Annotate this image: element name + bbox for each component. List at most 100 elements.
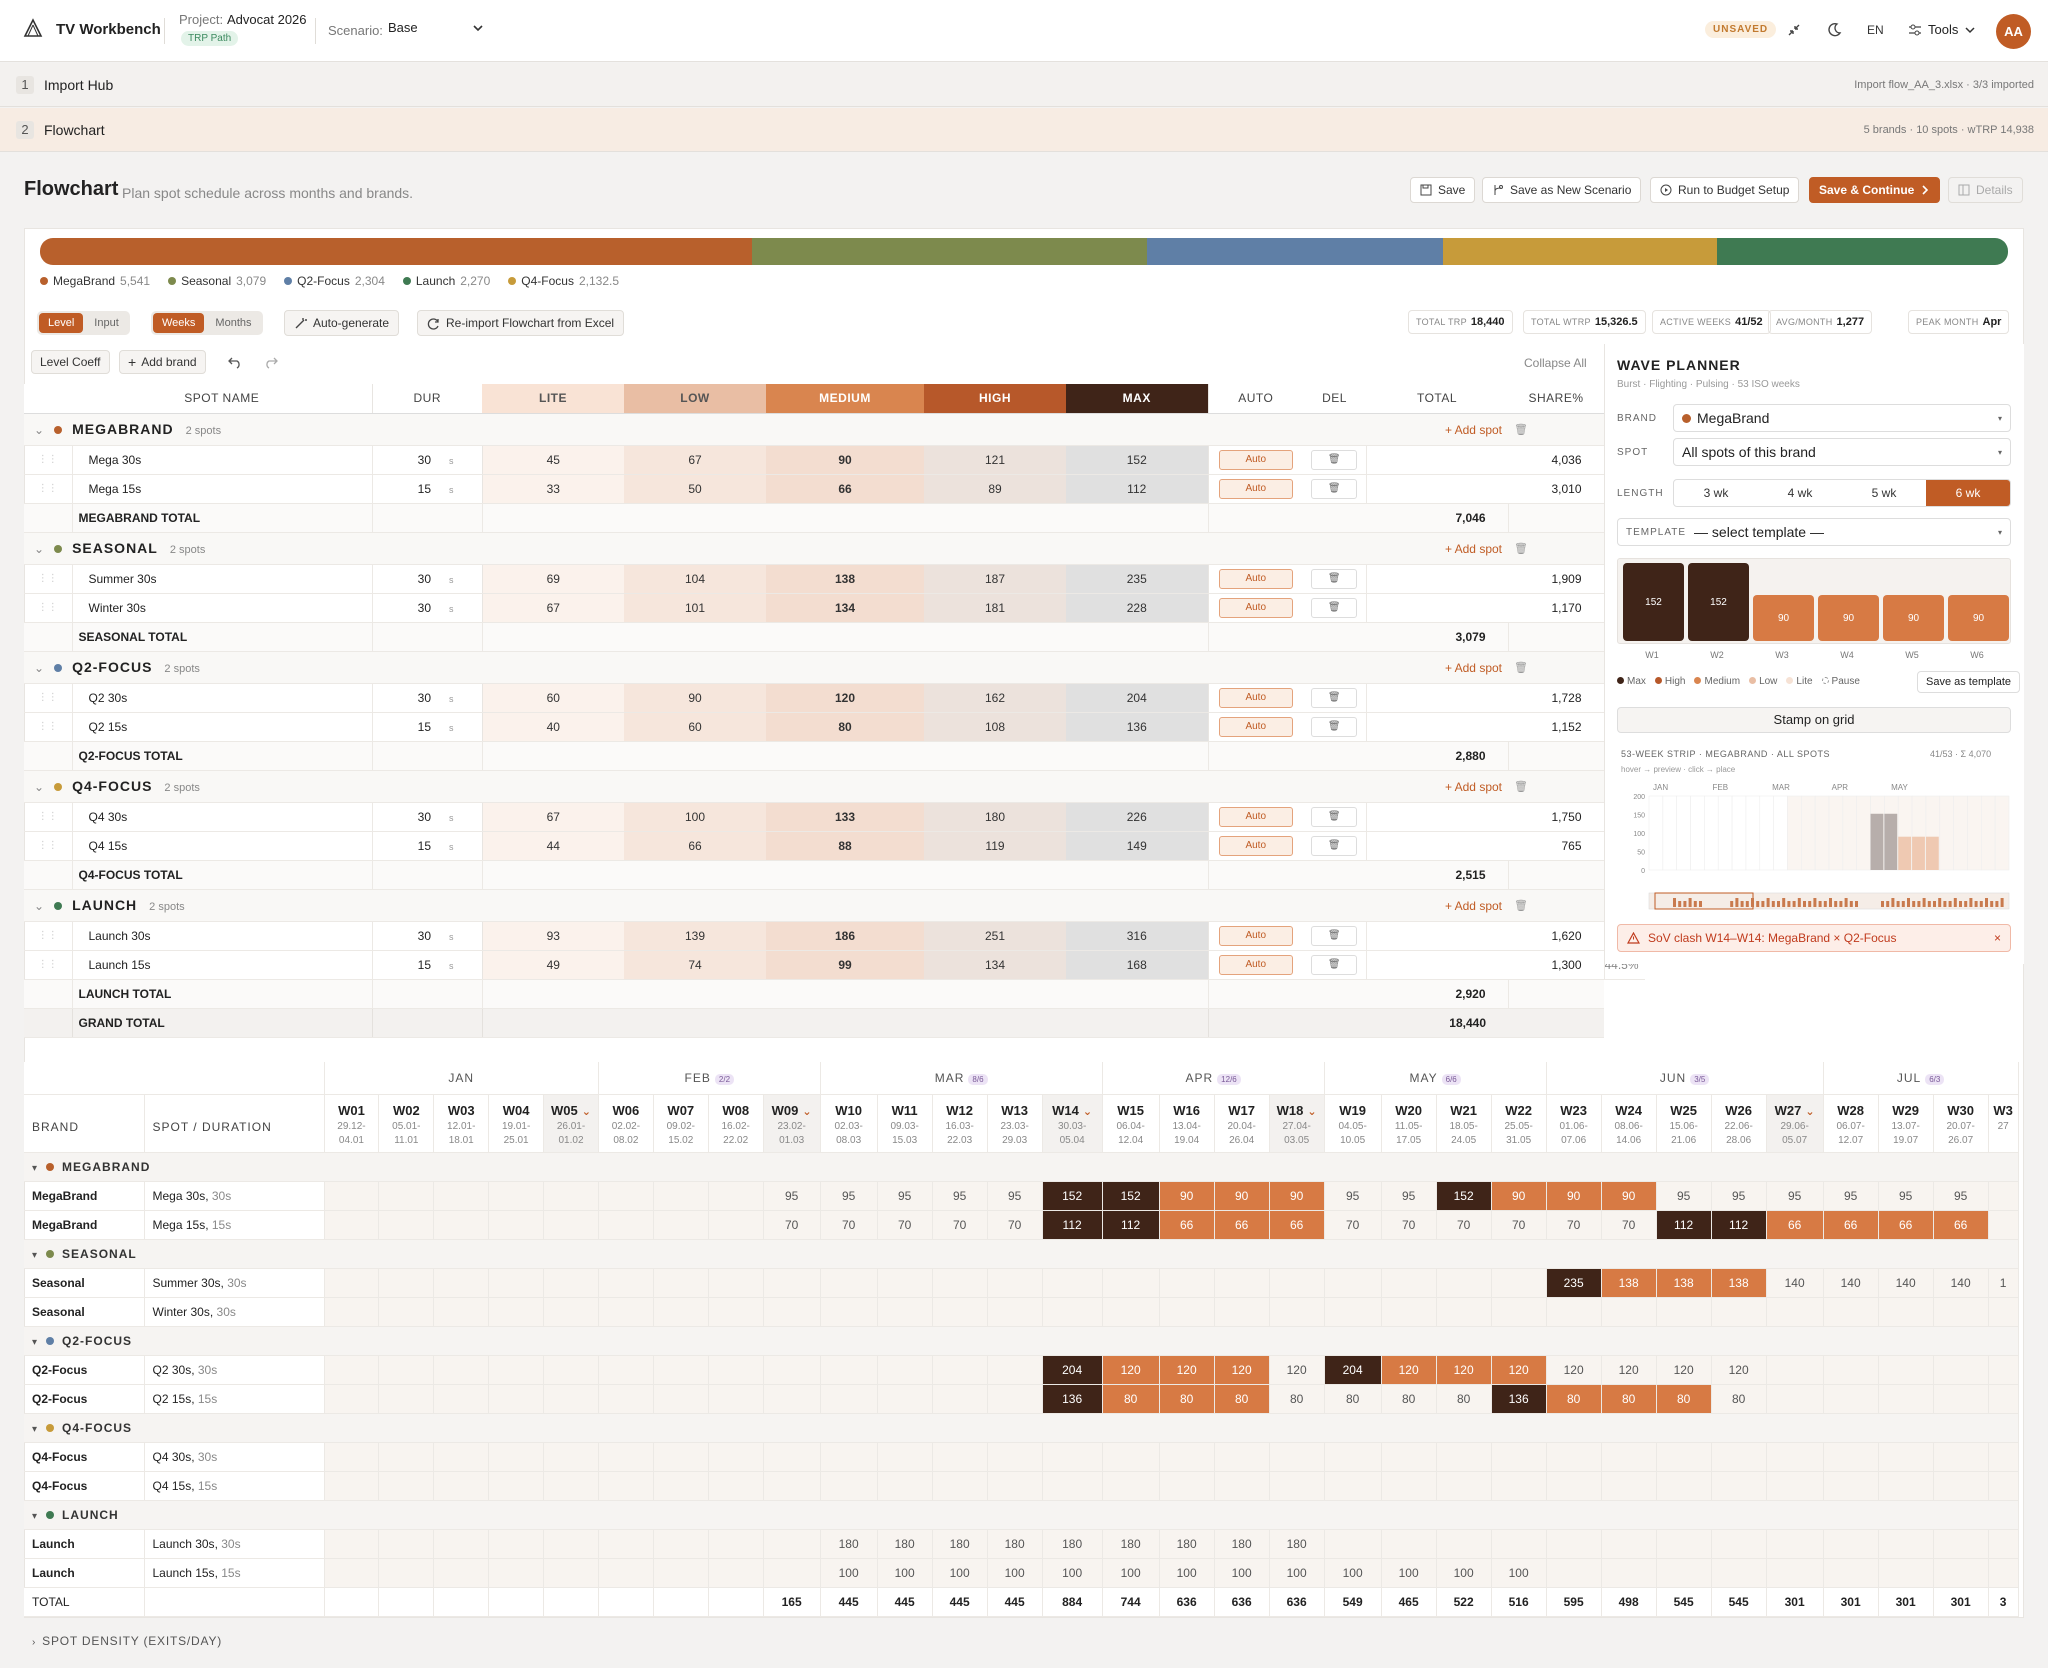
strip-week-cell[interactable] xyxy=(1828,795,1844,871)
grid-cell[interactable] xyxy=(1878,1529,1934,1559)
strip-week-cell[interactable] xyxy=(1773,795,1788,871)
grid-cell[interactable] xyxy=(1878,1471,1934,1501)
level-value-med[interactable]: 90 xyxy=(766,445,924,475)
grid-cell[interactable] xyxy=(1042,1297,1103,1327)
flag-chevron-icon[interactable]: ⌄ xyxy=(1082,1105,1093,1118)
level-value-lite[interactable]: 49 xyxy=(481,950,624,980)
level-value-high[interactable]: 187 xyxy=(924,564,1066,594)
collapse-icon[interactable] xyxy=(1786,22,1802,38)
save-as-new-scenario-button[interactable]: Save as New Scenario xyxy=(1482,177,1642,203)
step-import-hub[interactable]: 1 Import Hub Import flow_AA_3.xlsx · 3/3… xyxy=(0,63,2048,107)
strip-week-cell[interactable] xyxy=(1731,795,1747,871)
grid-cell[interactable]: 138 xyxy=(1711,1268,1767,1298)
grid-cell[interactable] xyxy=(598,1558,654,1588)
grid-cell[interactable]: 100 xyxy=(1159,1558,1215,1588)
grid-cell[interactable]: 95 xyxy=(1381,1181,1437,1211)
details-button[interactable]: Details xyxy=(1948,177,2023,203)
grid-cell[interactable] xyxy=(598,1529,654,1559)
drag-handle-icon[interactable]: ⋮⋮ xyxy=(24,445,72,475)
level-value-low[interactable]: 90 xyxy=(624,683,766,713)
grid-cell[interactable] xyxy=(543,1297,599,1327)
grid-cell[interactable] xyxy=(1878,1384,1934,1414)
week-header[interactable]: W22 25.05- 31.05 xyxy=(1491,1094,1547,1153)
grid-cell[interactable] xyxy=(1933,1529,1989,1559)
strip-week-cell[interactable] xyxy=(1981,795,1996,871)
grid-cell[interactable] xyxy=(708,1442,764,1472)
chevron-down-icon[interactable]: ⌄ xyxy=(34,542,45,556)
trash-icon[interactable]: 🗑 xyxy=(1311,478,1358,499)
level-value-med[interactable]: 134 xyxy=(766,593,924,623)
grid-cell[interactable]: 80 xyxy=(1324,1384,1382,1414)
spot-duration-cell[interactable]: 30 s xyxy=(371,921,482,951)
grid-cell[interactable] xyxy=(820,1268,878,1298)
grid-cell[interactable]: 70 xyxy=(1324,1210,1382,1240)
grid-cell[interactable] xyxy=(877,1442,933,1472)
drag-handle-icon[interactable]: ⋮⋮ xyxy=(24,474,72,504)
grid-cell[interactable]: 66 xyxy=(1823,1210,1879,1240)
grid-cell[interactable] xyxy=(378,1384,435,1414)
level-value-high[interactable]: 251 xyxy=(924,921,1066,951)
grid-cell[interactable] xyxy=(1766,1471,1824,1501)
grid-cell[interactable]: 95 xyxy=(820,1181,878,1211)
grid-cell[interactable]: 180 xyxy=(1214,1529,1270,1559)
caret-down-icon[interactable]: ▾ xyxy=(32,1510,39,1522)
level-value-med[interactable]: 66 xyxy=(766,474,924,504)
grid-cell[interactable]: 120 xyxy=(1546,1355,1602,1385)
grid-cell[interactable] xyxy=(324,1210,380,1240)
auto-button[interactable]: Auto xyxy=(1218,925,1293,946)
grid-cell[interactable] xyxy=(820,1297,878,1327)
week-header[interactable]: W07 09.02- 15.02 xyxy=(653,1094,709,1153)
level-value-lite[interactable]: 60 xyxy=(481,683,624,713)
grid-cell[interactable] xyxy=(653,1210,709,1240)
grid-cell[interactable] xyxy=(708,1384,764,1414)
grid-cell[interactable] xyxy=(1878,1297,1934,1327)
grid-cell[interactable] xyxy=(1159,1297,1215,1327)
grid-cell[interactable]: 90 xyxy=(1601,1181,1657,1211)
grid-cell[interactable]: 180 xyxy=(1042,1529,1103,1559)
caret-down-icon[interactable]: ▾ xyxy=(32,1336,39,1348)
grid-cell[interactable]: 120 xyxy=(1491,1355,1547,1385)
brand-row[interactable]: ⌄ Q4-FOCUS 2 spots + Add spot 🗑 xyxy=(24,770,1645,803)
grid-cell[interactable] xyxy=(1436,1471,1492,1501)
spot-duration-cell[interactable]: 15 s xyxy=(371,831,482,861)
grid-cell[interactable]: 100 xyxy=(1269,1558,1325,1588)
grid-cell[interactable] xyxy=(653,1355,709,1385)
level-value-lite[interactable]: 45 xyxy=(481,445,624,475)
grid-cell[interactable]: 136 xyxy=(1491,1384,1547,1414)
grid-cell[interactable] xyxy=(433,1529,490,1559)
strip-week-cell[interactable] xyxy=(1787,795,1802,871)
grid-cell[interactable] xyxy=(820,1355,878,1385)
level-value-high[interactable]: 121 xyxy=(924,445,1066,475)
grid-cell[interactable] xyxy=(1324,1529,1382,1559)
add-spot-button[interactable]: + Add spot xyxy=(1444,780,1502,794)
grid-cell[interactable] xyxy=(488,1210,545,1240)
grid-cell[interactable] xyxy=(1436,1529,1492,1559)
grid-cell[interactable] xyxy=(1491,1471,1547,1501)
auto-button[interactable]: Auto xyxy=(1218,687,1293,708)
wave-spot-select[interactable]: All spots of this brand ▾ xyxy=(1673,438,2011,466)
grid-cell[interactable] xyxy=(598,1442,654,1472)
grid-cell[interactable]: 180 xyxy=(987,1529,1043,1559)
grid-cell[interactable] xyxy=(708,1558,764,1588)
grid-cell[interactable]: 90 xyxy=(1491,1181,1547,1211)
spot-duration-cell[interactable]: 30 s xyxy=(371,445,482,475)
grid-cell[interactable]: 180 xyxy=(877,1529,933,1559)
grid-brand-section[interactable]: ▾ LAUNCH xyxy=(24,1500,2019,1530)
week-header[interactable]: W20 11.05- 17.05 xyxy=(1381,1094,1437,1153)
strip-week-cell[interactable] xyxy=(1745,795,1761,871)
grid-cell[interactable] xyxy=(1766,1355,1824,1385)
grid-cell[interactable] xyxy=(378,1297,435,1327)
grid-cell[interactable] xyxy=(932,1384,988,1414)
grid-cell[interactable] xyxy=(543,1355,599,1385)
trash-icon[interactable]: 🗑 xyxy=(1514,424,1528,436)
grid-cell[interactable] xyxy=(1601,1471,1657,1501)
grid-cell[interactable] xyxy=(820,1442,878,1472)
grid-cell[interactable] xyxy=(1436,1268,1492,1298)
grid-cell[interactable]: 140 xyxy=(1766,1268,1824,1298)
grid-cell[interactable]: 90 xyxy=(1546,1181,1602,1211)
level-coeff-button[interactable]: Level Coeff xyxy=(31,350,110,374)
grid-cell[interactable] xyxy=(708,1471,764,1501)
grid-cell[interactable] xyxy=(1711,1558,1767,1588)
level-value-med[interactable]: 88 xyxy=(766,831,924,861)
save-continue-button[interactable]: Save & Continue xyxy=(1809,177,1941,203)
